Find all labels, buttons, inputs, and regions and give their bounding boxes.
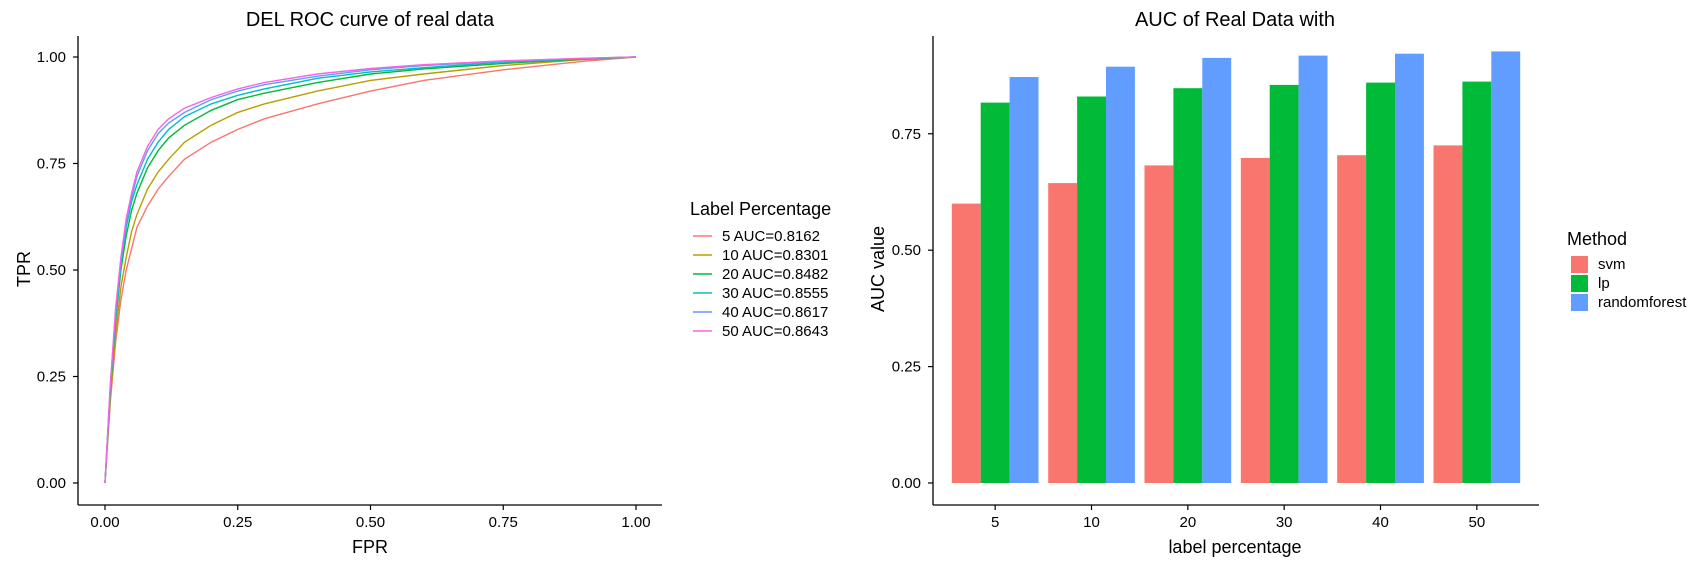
auc-x-tick-label: 20 xyxy=(1179,514,1196,531)
auc-x-tick-label: 5 xyxy=(991,514,999,531)
auc-legend-label-lp: lp xyxy=(1598,275,1610,292)
auc-x-ticks: 5 10 20 30 40 50 xyxy=(991,505,1485,531)
bar-lp-50 xyxy=(1462,81,1492,483)
bar-randomforest-5 xyxy=(1009,77,1039,483)
roc-y-tick-label: 1.00 xyxy=(37,49,66,66)
bar-svm-30 xyxy=(1240,158,1270,483)
auc-legend-key-lp xyxy=(1571,275,1588,292)
roc-legend-label-4: 40 AUC=0.8617 xyxy=(722,304,828,321)
bar-lp-5 xyxy=(980,102,1010,483)
auc-legend-key-randomforest xyxy=(1571,294,1588,311)
roc-y-tick-label: 0.50 xyxy=(37,262,66,279)
roc-y-axis-title: TPR xyxy=(14,251,34,287)
roc-x-axis-title: FPR xyxy=(352,537,388,557)
bar-svm-50 xyxy=(1433,145,1463,483)
roc-series-line-2 xyxy=(104,56,637,484)
roc-title: DEL ROC curve of real data xyxy=(246,9,495,31)
roc-series-line-0 xyxy=(104,56,637,484)
bar-randomforest-20 xyxy=(1202,57,1232,484)
bar-svm-20 xyxy=(1144,165,1174,483)
roc-y-tick-label: 0.25 xyxy=(37,369,66,386)
roc-legend: Label Percentage 5 AUC=0.8162 10 AUC=0.83… xyxy=(690,199,831,340)
auc-y-tick-label: 0.00 xyxy=(892,475,921,492)
roc-x-tick-label: 1.00 xyxy=(621,514,650,531)
roc-x-tick-label: 0.25 xyxy=(223,514,252,531)
roc-legend-title: Label Percentage xyxy=(690,199,831,219)
bar-svm-10 xyxy=(1048,183,1078,483)
auc-legend-items: svm lp randomforest xyxy=(1571,256,1687,311)
bar-randomforest-40 xyxy=(1395,53,1424,483)
auc-bars-group xyxy=(951,51,1521,484)
bar-lp-10 xyxy=(1077,96,1106,483)
auc-x-axis-title: label percentage xyxy=(1168,537,1301,557)
auc-x-tick-label: 30 xyxy=(1276,514,1293,531)
roc-x-tick-label: 0.00 xyxy=(90,514,119,531)
roc-legend-label-5: 50 AUC=0.8643 xyxy=(722,323,828,340)
auc-chart: AUC of Real Data with 0.00 0.25 0.50 0.75 5… xyxy=(868,9,1687,557)
auc-legend-label-randomforest: randomforest xyxy=(1598,294,1687,311)
roc-series-line-3 xyxy=(104,56,637,484)
roc-legend-items: 5 AUC=0.8162 10 AUC=0.8301 20 AUC=0.8482 30… xyxy=(693,228,828,340)
roc-legend-label-0: 5 AUC=0.8162 xyxy=(722,228,820,245)
roc-legend-label-1: 10 AUC=0.8301 xyxy=(722,247,828,264)
auc-legend-label-svm: svm xyxy=(1598,256,1626,273)
auc-y-tick-label: 0.75 xyxy=(892,126,921,143)
bar-lp-20 xyxy=(1173,88,1203,483)
bar-svm-5 xyxy=(951,203,981,483)
roc-y-tick-label: 0.75 xyxy=(37,156,66,173)
roc-legend-label-2: 20 AUC=0.8482 xyxy=(722,266,828,283)
bar-randomforest-10 xyxy=(1106,66,1135,483)
auc-x-tick-label: 50 xyxy=(1468,514,1485,531)
roc-x-tick-label: 0.75 xyxy=(489,514,518,531)
roc-y-tick-label: 0.00 xyxy=(37,475,66,492)
auc-y-axis-title: AUC value xyxy=(868,226,888,312)
bar-svm-40 xyxy=(1337,155,1367,483)
auc-x-tick-label: 10 xyxy=(1083,514,1100,531)
bar-lp-30 xyxy=(1269,84,1299,484)
auc-y-ticks: 0.00 0.25 0.50 0.75 xyxy=(892,126,933,492)
roc-series-line-4 xyxy=(104,56,637,484)
roc-legend-label-3: 30 AUC=0.8555 xyxy=(722,285,828,302)
auc-legend-key-svm xyxy=(1571,256,1588,273)
roc-y-ticks: 0.00 0.25 0.50 0.75 1.00 xyxy=(37,49,78,492)
bar-randomforest-30 xyxy=(1298,55,1328,483)
roc-x-ticks: 0.00 0.25 0.50 0.75 1.00 xyxy=(90,505,651,531)
auc-y-tick-label: 0.25 xyxy=(892,359,921,376)
roc-chart: DEL ROC curve of real data 0.000.250.500… xyxy=(14,9,831,557)
auc-title: AUC of Real Data with xyxy=(1135,9,1335,31)
roc-x-tick-label: 0.50 xyxy=(356,514,385,531)
bar-randomforest-50 xyxy=(1491,51,1521,484)
auc-x-tick-label: 40 xyxy=(1372,514,1389,531)
auc-y-tick-label: 0.50 xyxy=(892,242,921,259)
auc-legend-title: Method xyxy=(1567,229,1627,249)
auc-legend: Method svm lp randomforest xyxy=(1567,229,1687,311)
roc-series-line-5 xyxy=(104,56,637,484)
bar-lp-40 xyxy=(1366,82,1395,483)
roc-series-line-1 xyxy=(104,56,637,484)
roc-series-group xyxy=(104,56,637,484)
